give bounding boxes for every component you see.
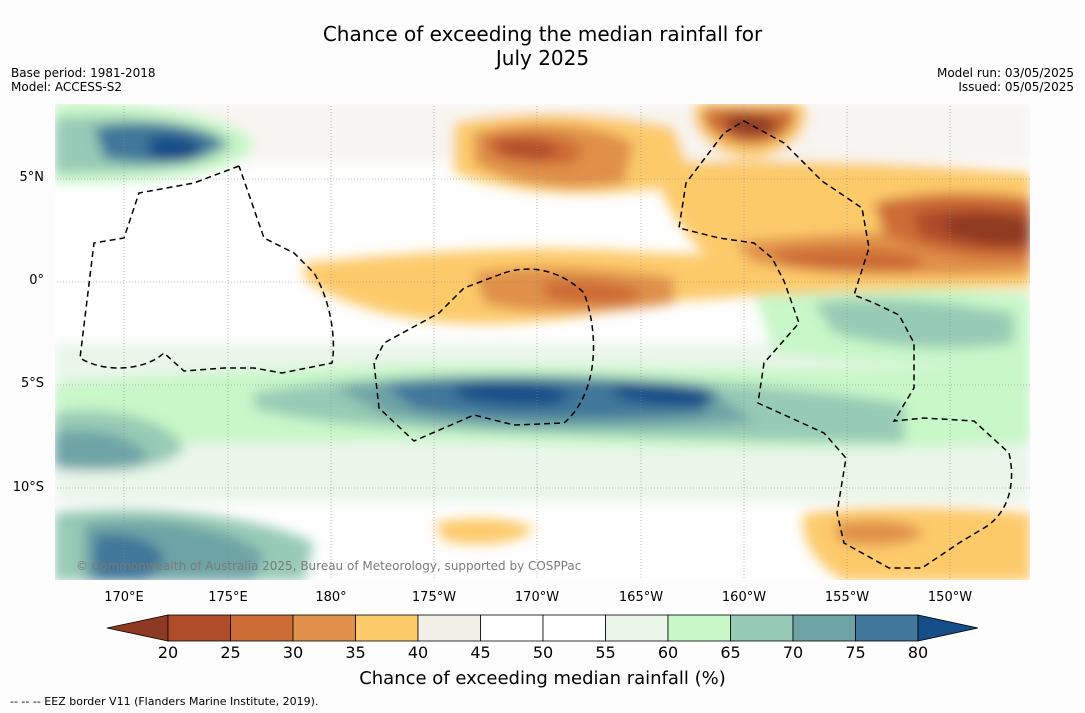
- model-run: Model run: 03/05/2025: [936, 66, 1074, 80]
- lat-label-5s: 5°S: [20, 376, 44, 391]
- lon-label-170e: 170°E: [104, 590, 144, 605]
- lat-label-10s: 10°S: [12, 480, 44, 495]
- colorbar-segment: [542, 614, 606, 642]
- lat-label-0: 0°: [29, 273, 44, 288]
- lon-label-170w: 170°W: [514, 590, 560, 605]
- colorbar-tick-label: 25: [220, 643, 241, 662]
- colorbar-tick-label: 40: [407, 643, 429, 662]
- colorbar-tick-label: 75: [845, 643, 866, 662]
- colorbar-segment: [605, 614, 669, 642]
- lon-label-175e: 175°E: [208, 590, 248, 605]
- colorbar-label: Chance of exceeding median rainfall (%): [359, 668, 726, 689]
- eez-borders: [79, 120, 1013, 569]
- colorbar-segment: [730, 614, 794, 642]
- base-period: Base period: 1981-2018: [11, 66, 156, 80]
- colorbar-segment: [667, 614, 731, 642]
- lon-label-155w: 155°W: [824, 590, 870, 605]
- colorbar-segment: [230, 614, 294, 642]
- colorbar-segment: [480, 614, 544, 642]
- colorbar-arrow-low: [106, 614, 169, 642]
- colorbar-tick-label: 20: [157, 643, 179, 662]
- colorbar-tick-label: 30: [282, 643, 304, 662]
- colorbar-tick-label: 60: [657, 643, 679, 662]
- colorbar-tick-label: 45: [470, 643, 491, 662]
- eez-legend-note: -- -- -- EEZ border V11 (Flanders Marine…: [10, 695, 319, 708]
- lon-label-150w: 150°W: [927, 590, 973, 605]
- issued-date: Issued: 05/05/2025: [958, 80, 1074, 94]
- colorbar-segment: [792, 614, 856, 642]
- lat-label-5n: 5°N: [19, 170, 45, 185]
- colorbar-tick-label: 65: [720, 643, 741, 662]
- colorbar-tick-label: 80: [907, 643, 929, 662]
- colorbar-tick-label: 70: [782, 643, 804, 662]
- colorbar-arrow-high: [917, 614, 979, 642]
- model-name: Model: ACCESS-S2: [11, 80, 123, 94]
- colorbar-tick-label: 35: [345, 643, 366, 662]
- colorbar-segment: [292, 614, 356, 642]
- colorbar: [106, 614, 979, 642]
- copyright-text: © Commonwealth of Australia 2025, Bureau…: [76, 559, 581, 573]
- colorbar-tick-label: 55: [595, 643, 616, 662]
- map-title-line1: Chance of exceeding the median rainfall …: [322, 22, 763, 46]
- colorbar-segment: [167, 614, 231, 642]
- rainfall-map: © Commonwealth of Australia 2025, Bureau…: [54, 103, 1031, 581]
- rainfall-fields: [54, 103, 1031, 581]
- lon-label-175w: 175°W: [411, 590, 457, 605]
- map-gridlines: [54, 103, 1031, 581]
- map-title-line2: July 2025: [495, 46, 590, 70]
- colorbar-segment: [355, 614, 419, 642]
- lon-label-165w: 165°W: [618, 590, 664, 605]
- colorbar-tick-label: 50: [532, 643, 554, 662]
- lon-label-180: 180°: [315, 590, 347, 605]
- colorbar-segment: [855, 614, 919, 642]
- lon-label-160w: 160°W: [721, 590, 767, 605]
- colorbar-segment: [417, 614, 481, 642]
